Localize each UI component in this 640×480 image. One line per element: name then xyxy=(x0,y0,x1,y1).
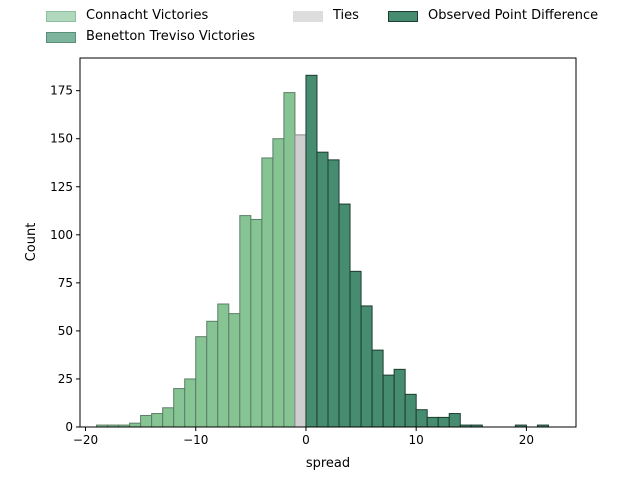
x-tick-label: −10 xyxy=(183,433,208,447)
bar-connacht-victories-9 xyxy=(195,336,208,428)
legend-swatch-benetton xyxy=(46,32,76,43)
bar-connacht-victories-8 xyxy=(184,378,197,428)
bar-benetton-treviso-victories-8 xyxy=(393,368,406,428)
bar-connacht-victories-16 xyxy=(272,138,285,428)
bar-connacht-victories-14 xyxy=(250,218,263,428)
y-axis: 0 25 50 75 100 125 150 175 xyxy=(50,84,80,434)
bar-benetton-treviso-victories-11 xyxy=(426,416,439,428)
bars-group xyxy=(96,74,549,428)
legend-swatch-observed xyxy=(388,11,418,22)
bar-ties-0 xyxy=(294,134,307,428)
legend-label-observed: Observed Point Difference xyxy=(428,8,599,23)
bar-benetton-treviso-victories-4 xyxy=(349,270,362,428)
bar-benetton-treviso-victories-0 xyxy=(305,74,318,428)
y-tick-label: 75 xyxy=(58,276,73,290)
bar-connacht-victories-15 xyxy=(261,157,274,428)
bar-benetton-treviso-victories-5 xyxy=(360,305,373,428)
y-tick-label: 100 xyxy=(50,228,73,242)
x-axis-label: spread xyxy=(306,456,350,471)
bar-connacht-victories-6 xyxy=(162,407,175,428)
legend-label-ties: Ties xyxy=(333,8,359,23)
plot-frame xyxy=(79,57,577,428)
x-tick-label: 0 xyxy=(302,433,310,447)
bar-connacht-victories-7 xyxy=(173,388,186,428)
y-tick-label: 0 xyxy=(65,420,73,434)
bar-benetton-treviso-victories-10 xyxy=(415,409,428,428)
legend-swatch-connacht xyxy=(46,11,76,22)
legend-swatch-ties xyxy=(293,11,323,22)
bar-connacht-victories-10 xyxy=(206,320,219,428)
bar-benetton-treviso-victories-13 xyxy=(448,413,461,428)
x-tick-label: 20 xyxy=(519,433,534,447)
x-tick-label: 10 xyxy=(409,433,424,447)
y-axis-label: Count xyxy=(24,223,39,262)
bar-connacht-victories-5 xyxy=(151,413,164,428)
bar-benetton-treviso-victories-6 xyxy=(371,349,384,428)
y-tick-label: 175 xyxy=(50,84,73,98)
x-tick-label: −20 xyxy=(73,433,98,447)
y-tick-label: 125 xyxy=(50,180,73,194)
bar-benetton-treviso-victories-1 xyxy=(316,151,329,428)
bar-benetton-treviso-victories-2 xyxy=(327,159,340,428)
bar-benetton-treviso-victories-7 xyxy=(382,374,395,428)
y-tick-label: 50 xyxy=(58,324,73,338)
bar-connacht-victories-3 xyxy=(129,422,142,428)
y-tick-label: 150 xyxy=(50,132,73,146)
legend-label-connacht: Connacht Victories xyxy=(86,8,209,23)
x-axis: −20 −10 0 10 20 xyxy=(73,427,534,447)
y-tick-label: 25 xyxy=(58,372,73,386)
bar-benetton-treviso-victories-12 xyxy=(437,416,450,428)
bar-benetton-treviso-victories-3 xyxy=(338,203,351,428)
legend-label-benetton: Benetton Treviso Victories xyxy=(86,29,256,44)
bar-connacht-victories-12 xyxy=(228,313,241,428)
bar-connacht-victories-13 xyxy=(239,215,252,428)
bar-benetton-treviso-victories-9 xyxy=(404,393,417,428)
bar-connacht-victories-17 xyxy=(283,92,296,428)
bar-connacht-victories-11 xyxy=(217,303,230,428)
bar-connacht-victories-4 xyxy=(140,414,153,428)
